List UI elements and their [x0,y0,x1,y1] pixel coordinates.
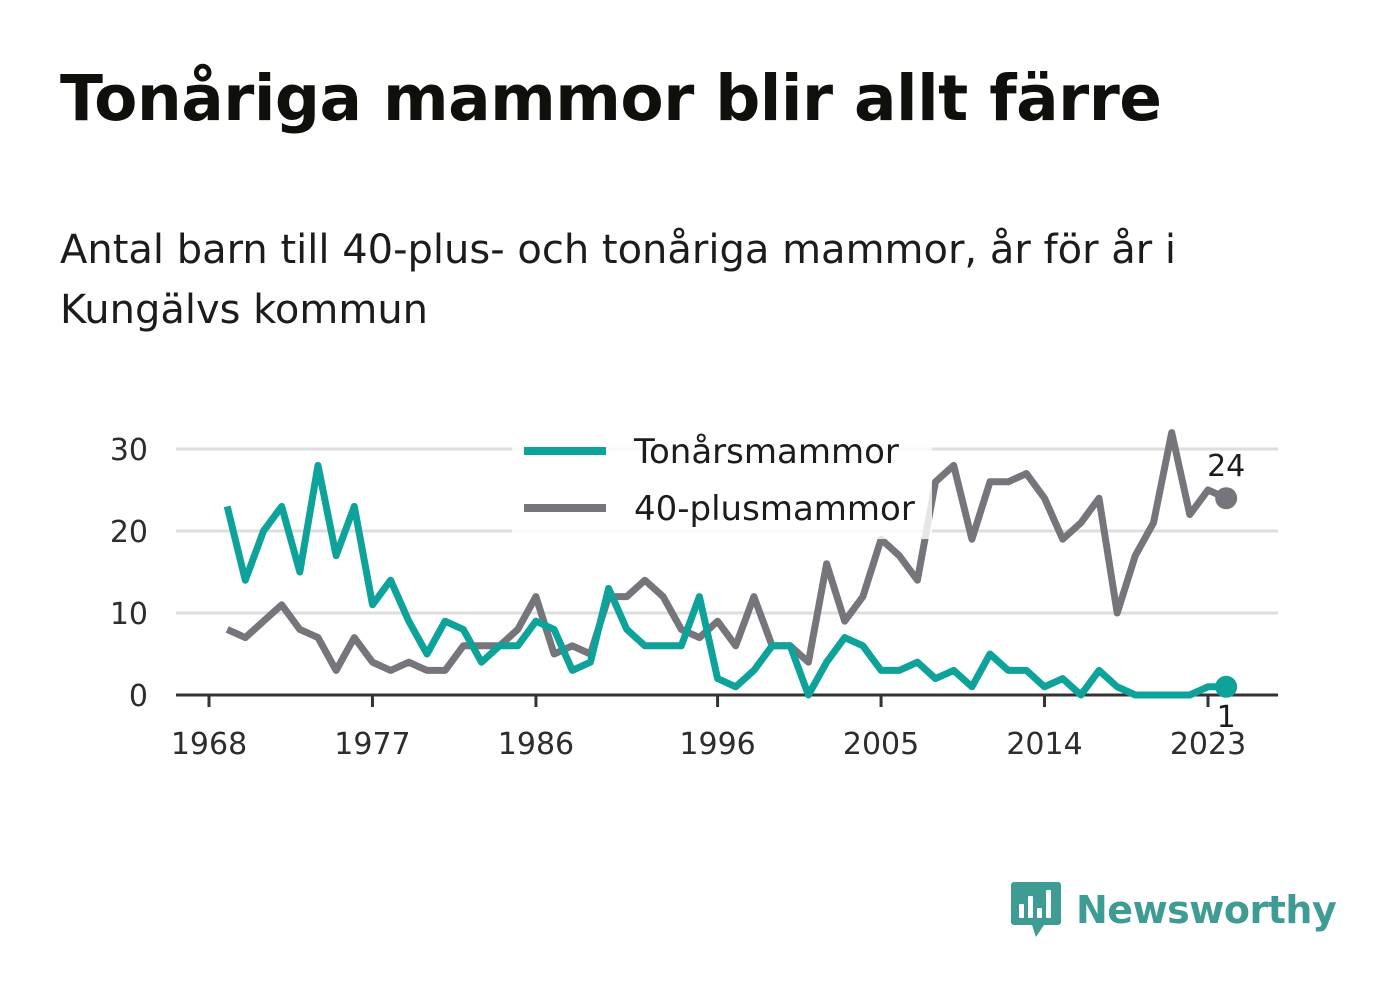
legend-label: 40-plusmammor [634,489,915,529]
y-tick-label: 20 [110,515,148,550]
series-end-point [1215,487,1238,510]
x-tick-label: 2023 [1170,727,1246,762]
legend-background [512,421,932,539]
x-tick-label: 1986 [498,727,574,762]
series-line-tonarsmammor [223,461,1227,699]
x-tick-label: 1996 [679,727,755,762]
legend-label: Tonårsmammor [633,432,899,472]
series-lines [223,429,1238,699]
y-tick-label: 30 [110,433,148,468]
x-tick-label: 2005 [843,727,919,762]
brand-name: Newsworthy [1076,888,1337,932]
end-label-tonarsmammor: 1 [1217,700,1236,735]
brand-logo: Newsworthy [1010,878,1337,942]
page-title: Tonåriga mammor blir allt färre [60,62,1162,135]
legend: Tonårsmammor 40-plusmammor [512,421,932,539]
series-end-point [1215,675,1238,698]
series-line-40-plusmammor [225,429,1228,674]
y-axis-ticks: 0 10 20 30 [110,433,148,714]
end-labels: 24 1 [1207,449,1245,735]
x-axis [176,693,1278,707]
page-subtitle: Antal barn till 40-plus- och tonåriga ma… [60,227,1177,333]
x-tick-label: 1977 [334,727,410,762]
x-axis-ticks: 1968 1977 1986 1996 2005 2014 2023 [171,727,1246,762]
y-tick-label: 10 [110,597,148,632]
x-tick-label: 2014 [1006,727,1082,762]
x-tick-label: 1968 [171,727,247,762]
end-label-40-plusmammor: 24 [1207,449,1245,484]
bar-chart-speech-bubble-icon [1011,882,1061,937]
y-tick-label: 0 [129,679,148,714]
